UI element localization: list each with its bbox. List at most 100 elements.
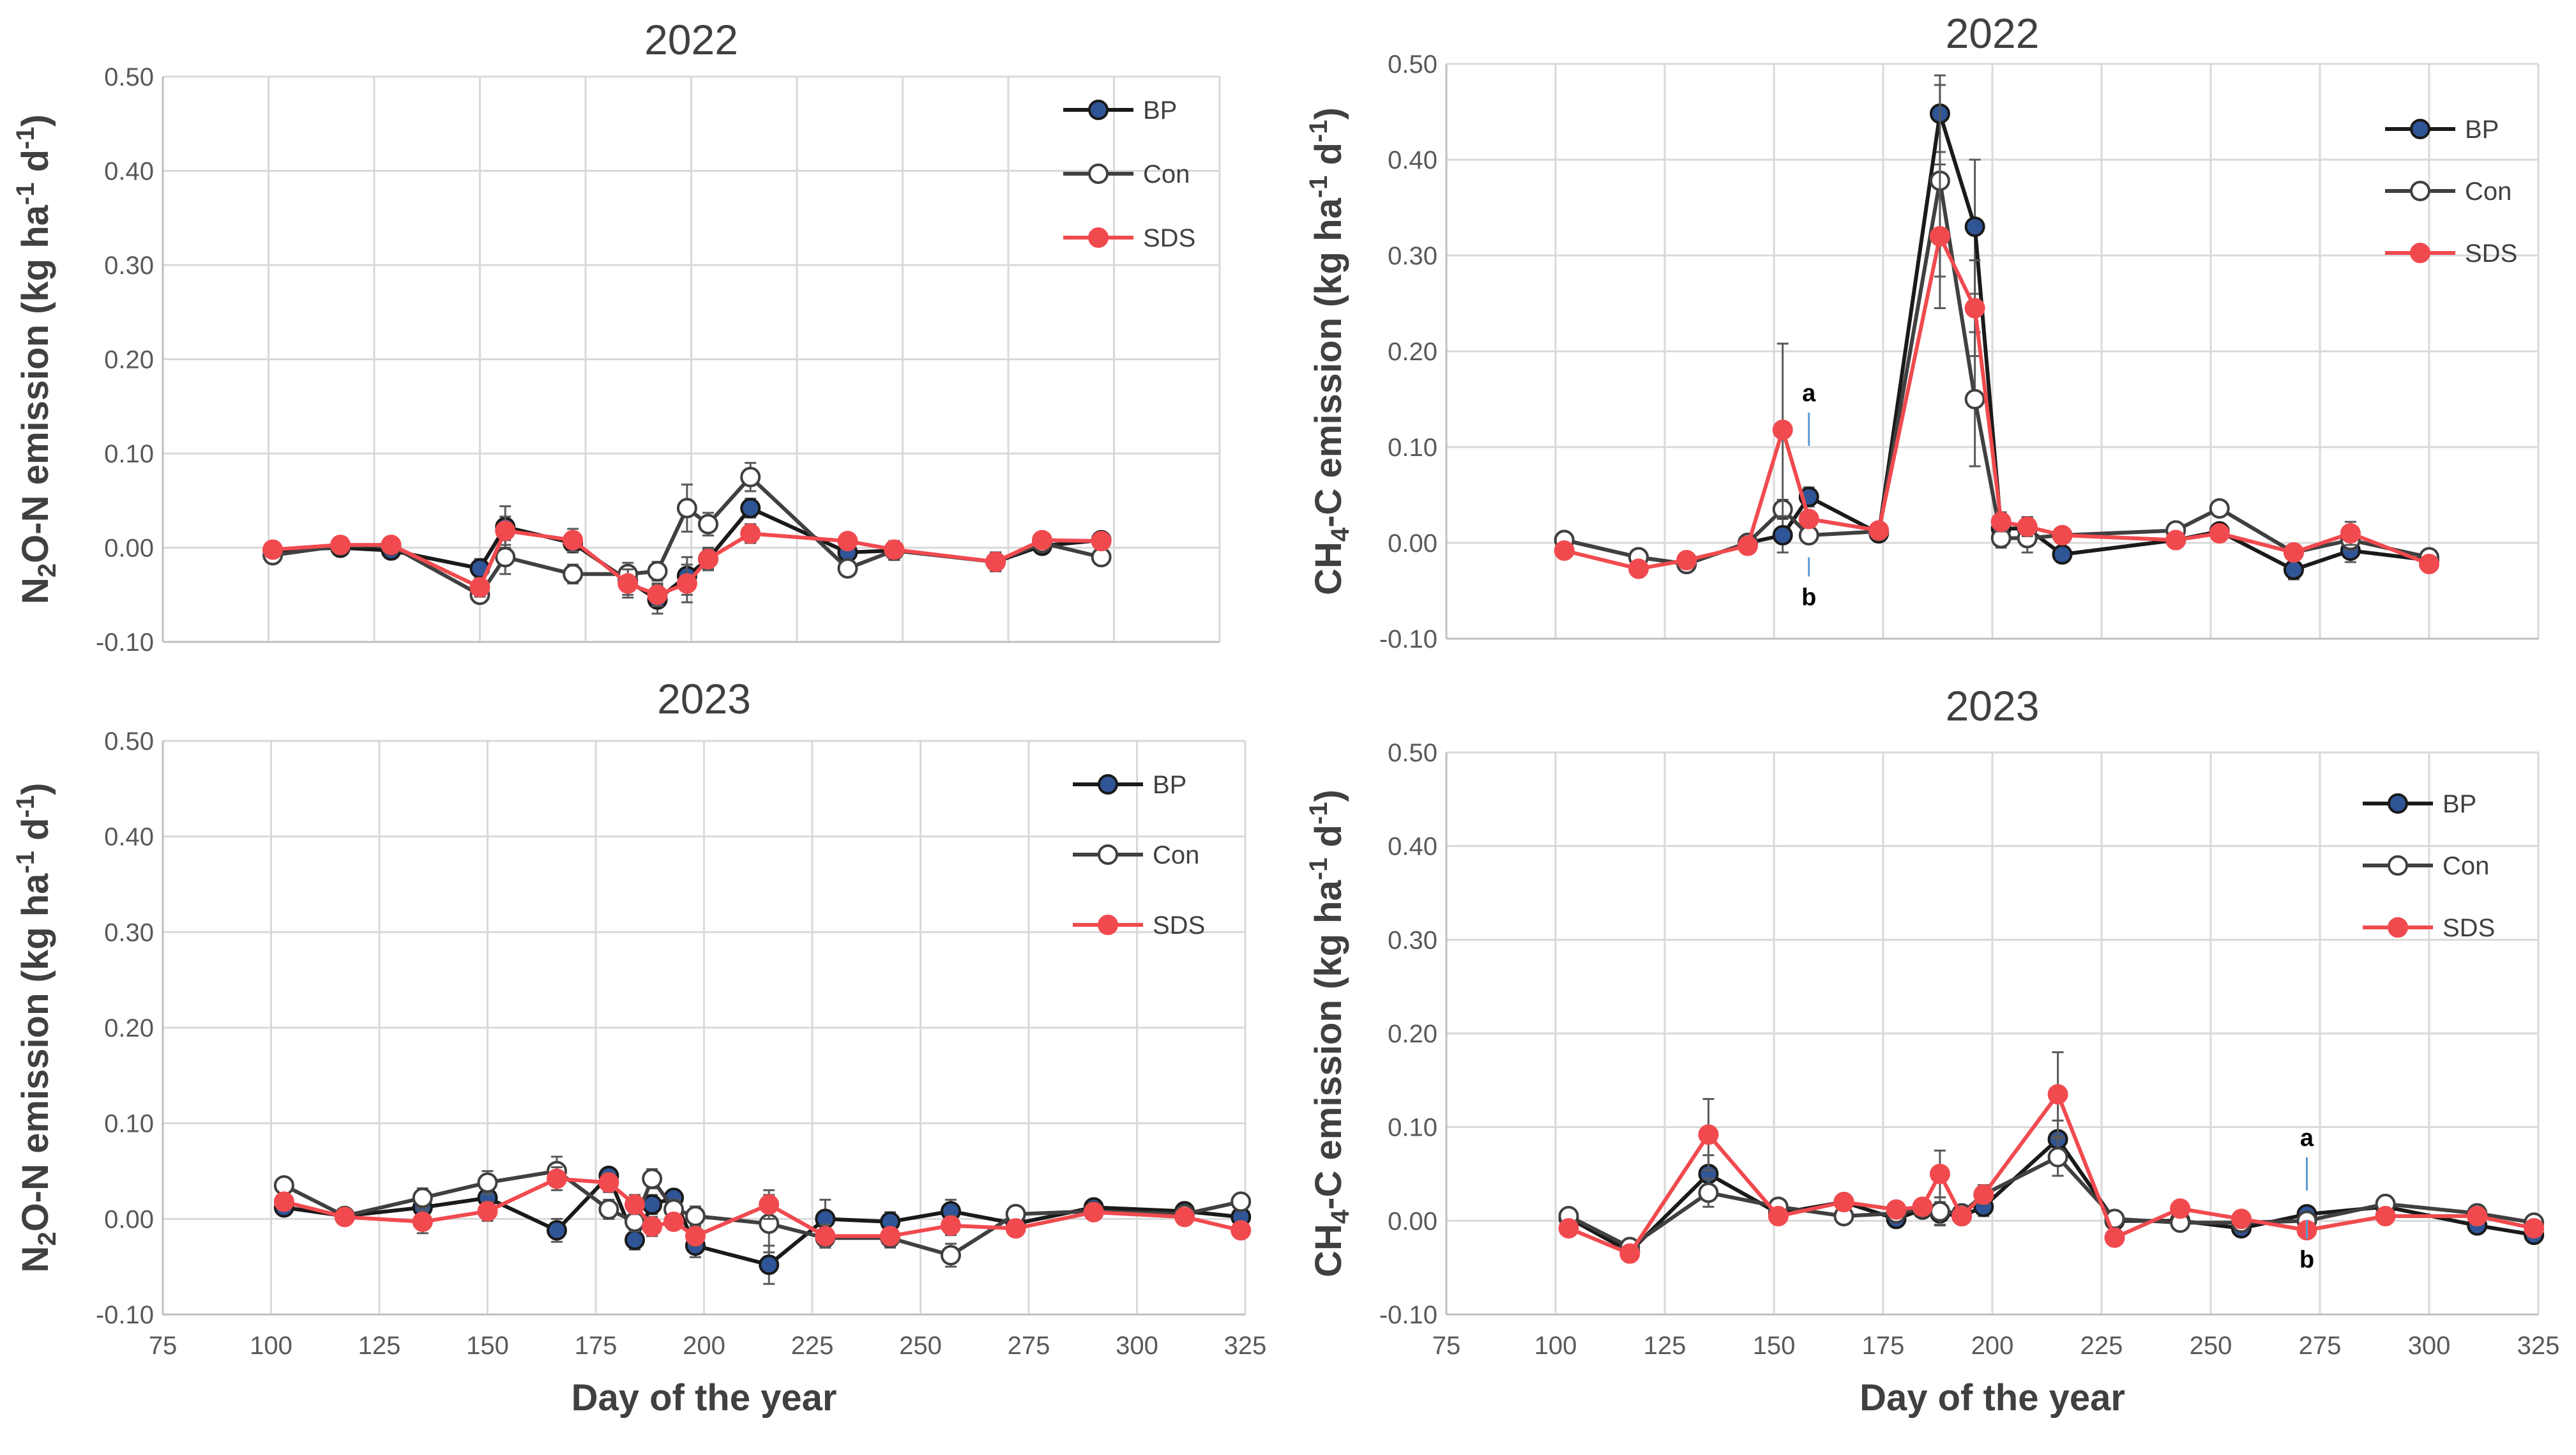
data-point-sds: [884, 539, 905, 560]
data-point-sds: [330, 535, 351, 556]
y-tick-label: -0.10: [1379, 1301, 1437, 1329]
x-tick-label: 75: [1432, 1332, 1461, 1360]
data-point-sds: [1929, 1164, 1950, 1184]
y-tick-label: 0.30: [1388, 242, 1437, 270]
legend-label-con: Con: [1143, 160, 1190, 188]
data-point-sds: [2104, 1227, 2125, 1248]
y-axis-label: N2O-N emission (kg ha-1 d-1): [11, 114, 61, 604]
data-point-sds: [1868, 520, 1890, 541]
x-tick-label: 325: [2517, 1332, 2560, 1360]
data-point-sds: [2209, 523, 2230, 544]
data-point-sds: [477, 1201, 498, 1222]
x-tick-label: 100: [1534, 1332, 1577, 1360]
data-point-sds: [2231, 1208, 2252, 1230]
y-tick-label: 0.40: [1388, 146, 1437, 174]
series-line-sds: [272, 528, 1102, 597]
series-line-sds: [1568, 1092, 2534, 1256]
legend-label-sds: SDS: [1153, 911, 1205, 940]
x-tick-label: 175: [575, 1332, 617, 1360]
data-point-bp: [759, 1254, 780, 1276]
data-point-con: [598, 1199, 619, 1220]
data-point-sds: [2165, 529, 2186, 551]
y-tick-label: 0.00: [1388, 529, 1437, 558]
data-point-sds: [642, 1216, 663, 1237]
data-point-sds: [2017, 516, 2038, 537]
data-point-con: [647, 561, 668, 582]
x-tick-label: 300: [1116, 1332, 1158, 1360]
data-point-con: [563, 563, 584, 584]
data-point-sds: [625, 1194, 646, 1215]
chart-panel-2: -0.10 0.00 0.10 0.20 0.30 0.40 0.50 2022 CH4-C e…: [1305, 10, 2540, 653]
data-point-con: [676, 498, 697, 519]
data-point-bp: [546, 1220, 567, 1241]
data-point-sds: [647, 584, 668, 606]
data-point-sds: [1737, 535, 1758, 556]
data-point-sds: [469, 577, 490, 598]
data-point-sds: [815, 1226, 836, 1247]
data-point-sds: [1798, 508, 1819, 529]
data-point-con: [1929, 1201, 1950, 1222]
y-tick-label: 0.20: [1388, 338, 1437, 366]
data-point-bp: [1964, 217, 1985, 237]
y-tick-label: 0.10: [104, 440, 154, 468]
significance-letter: b: [1801, 584, 1816, 611]
x-tick-label: 200: [683, 1332, 725, 1360]
data-point-sds: [2283, 542, 2304, 563]
series-line-bp: [1568, 1137, 2534, 1254]
legend-marker-sds: [1088, 227, 1109, 248]
data-point-con: [2047, 1146, 2068, 1168]
legend: BP Con SDS: [1063, 96, 1195, 252]
data-point-sds: [1231, 1220, 1252, 1241]
data-point-bp: [740, 498, 761, 519]
y-tick-label: 0.20: [104, 346, 154, 374]
x-tick-label: 200: [1971, 1332, 2014, 1360]
y-tick-label: 0.10: [1388, 434, 1437, 462]
x-axis-label: Day of the year: [572, 1377, 837, 1419]
data-point-sds: [2419, 554, 2439, 574]
x-tick-label: 175: [1862, 1332, 1905, 1360]
chart-title: 2022: [644, 16, 738, 63]
data-point-sds: [546, 1168, 567, 1189]
legend-marker-con: [2388, 855, 2408, 876]
legend-marker-sds: [2410, 243, 2430, 263]
y-tick-label: 0.10: [1388, 1114, 1437, 1142]
data-point-sds: [837, 531, 858, 552]
data-point-sds: [1951, 1206, 1973, 1226]
legend-label-sds: SDS: [2443, 914, 2495, 942]
data-point-sds: [740, 523, 761, 544]
series-sds: [273, 1166, 1252, 1249]
legend-label-con: Con: [1153, 841, 1199, 869]
series-line-con: [283, 1169, 1241, 1258]
y-axis-label: N2O-N emission (kg ha-1 d-1): [11, 783, 61, 1273]
data-point-sds: [1964, 298, 1985, 319]
y-tick-label: 0.30: [104, 252, 154, 280]
data-point-bp: [1772, 525, 1793, 545]
data-point-sds: [1619, 1243, 1640, 1264]
significance-letter: b: [2299, 1247, 2314, 1274]
y-tick-label: 0.50: [1388, 739, 1437, 767]
data-point-sds: [617, 573, 639, 594]
data-point-sds: [663, 1211, 685, 1232]
data-point-con: [697, 514, 718, 535]
data-point-sds: [1990, 512, 2012, 532]
data-point-sds: [676, 573, 697, 594]
x-tick-label: 125: [1644, 1332, 1686, 1360]
data-point-sds: [381, 535, 402, 556]
x-tick-label: 150: [1753, 1332, 1796, 1360]
x-tick-label: 250: [899, 1332, 942, 1360]
data-point-con: [412, 1187, 433, 1208]
data-point-sds: [334, 1207, 355, 1228]
data-point-con: [495, 547, 516, 568]
legend-marker-bp: [2410, 119, 2430, 139]
legend-label-bp: BP: [2465, 116, 2499, 144]
legend: BP Con SDS: [1073, 771, 1205, 940]
series-sds: [1554, 164, 2439, 579]
y-tick-label: 0.20: [1388, 1020, 1437, 1048]
significance-letter: a: [2300, 1125, 2314, 1152]
x-tick-label: 300: [2408, 1332, 2451, 1360]
y-tick-label: -0.10: [1379, 625, 1437, 653]
y-tick-label: 0.50: [1388, 50, 1437, 79]
legend-marker-con: [2410, 181, 2430, 201]
data-point-sds: [1083, 1201, 1104, 1223]
